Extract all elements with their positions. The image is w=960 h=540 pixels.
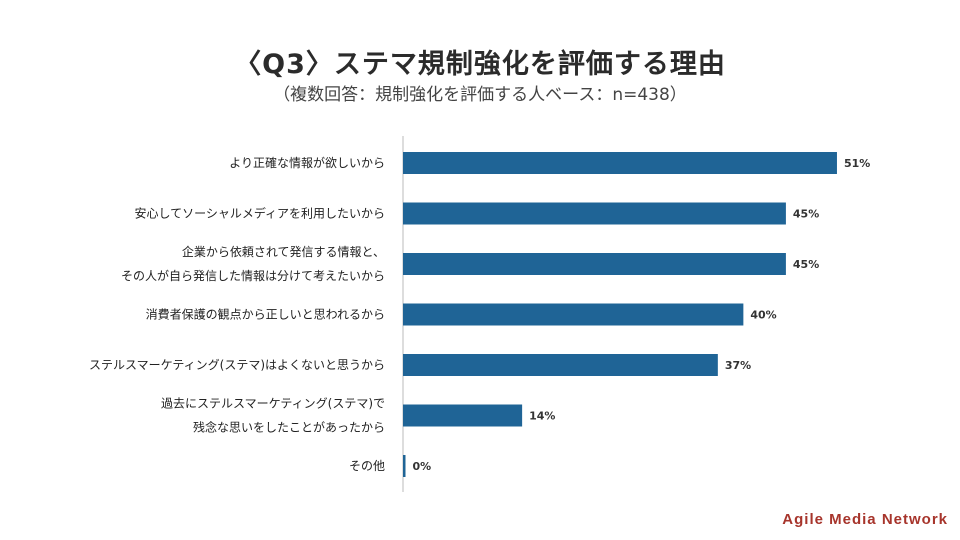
category-label: その人が自ら発信した情報は分けて考えたいから bbox=[121, 268, 385, 283]
category-label: より正確な情報が欲しいから bbox=[229, 155, 385, 170]
bar bbox=[403, 404, 523, 427]
data-label: 14% bbox=[529, 410, 555, 423]
bar bbox=[403, 253, 786, 275]
data-label: 37% bbox=[725, 359, 751, 372]
data-label: 45% bbox=[793, 258, 819, 271]
brand-logo: Agile Media Network bbox=[782, 511, 948, 528]
category-label: ステルスマーケティング(ステマ)はよくないと思うから bbox=[89, 358, 385, 372]
data-label: 40% bbox=[750, 309, 776, 322]
category-label: 過去にステルスマーケティング(ステマ)で bbox=[161, 397, 385, 411]
chart-title: 〈Q3〉ステマ規制強化を評価する理由 bbox=[234, 49, 726, 80]
category-label: 安心してソーシャルメディアを利用したいから bbox=[134, 206, 385, 221]
data-label: 51% bbox=[844, 157, 870, 170]
category-label: 残念な思いをしたことがあったから bbox=[193, 420, 385, 435]
bar bbox=[403, 152, 837, 174]
bar bbox=[403, 202, 786, 225]
category-label: 企業から依頼されて発信する情報と、 bbox=[182, 244, 385, 259]
category-label: 消費者保護の観点から正しいと思われるから bbox=[146, 307, 385, 322]
bar bbox=[403, 303, 744, 326]
chart-subtitle: （複数回答：規制強化を評価する人ベース：n=438） bbox=[273, 85, 687, 105]
category-label: その他 bbox=[349, 459, 385, 473]
data-label: 0% bbox=[413, 460, 432, 473]
bar bbox=[403, 354, 718, 376]
bar bbox=[403, 455, 406, 477]
data-label: 45% bbox=[793, 208, 819, 221]
